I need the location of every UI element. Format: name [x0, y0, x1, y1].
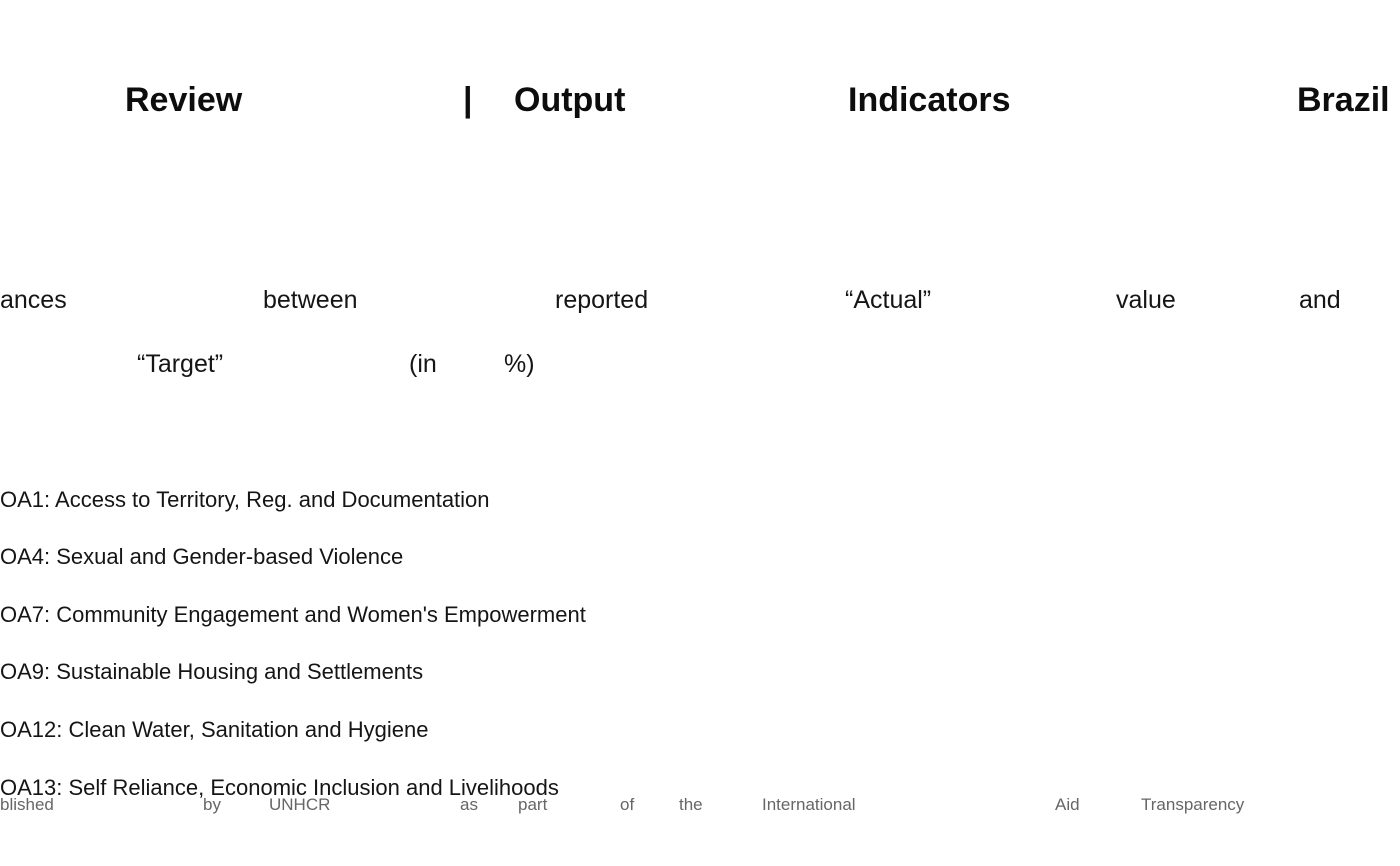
subtitle-word: “Actual”	[845, 286, 932, 314]
subtitle-word: and	[1299, 286, 1341, 314]
footer-word: part	[518, 795, 548, 814]
footer-word: as	[460, 795, 478, 814]
subtitle-word: between	[263, 286, 358, 314]
title-separator: |	[463, 81, 473, 119]
title-word-indicators: Indicators	[848, 81, 1011, 119]
objective-item-oa12: OA12: Clean Water, Sanitation and Hygien…	[0, 717, 429, 742]
footer-word: blished	[0, 795, 54, 814]
footer-word: of	[620, 795, 635, 814]
subtitle-word: (in	[409, 350, 437, 378]
title-word-brazil: Brazil	[1297, 81, 1390, 119]
footer-word: Transparency	[1141, 795, 1245, 814]
objective-item-oa9: OA9: Sustainable Housing and Settlements	[0, 659, 424, 684]
subtitle-word: %)	[504, 350, 535, 378]
objective-item-oa13: OA13: Self Reliance, Economic Inclusion …	[0, 775, 559, 800]
footer-word: the	[679, 795, 703, 814]
subtitle-word: “Target”	[137, 350, 224, 378]
footer-word: UNHCR	[269, 795, 331, 814]
subtitle-word: value	[1116, 286, 1176, 314]
objective-item-oa1: OA1: Access to Territory, Reg. and Docum…	[0, 487, 490, 512]
subtitle-word: reported	[555, 286, 649, 314]
objective-item-oa7: OA7: Community Engagement and Women's Em…	[0, 602, 586, 627]
footer-word: Aid	[1055, 795, 1080, 814]
subtitle-word: ances	[0, 286, 67, 314]
title-word-output: Output	[514, 81, 626, 119]
footer-word: International	[762, 795, 856, 814]
title-word-review: Review	[125, 81, 243, 119]
footer-word: by	[203, 795, 221, 814]
objective-item-oa4: OA4: Sexual and Gender-based Violence	[0, 544, 404, 569]
